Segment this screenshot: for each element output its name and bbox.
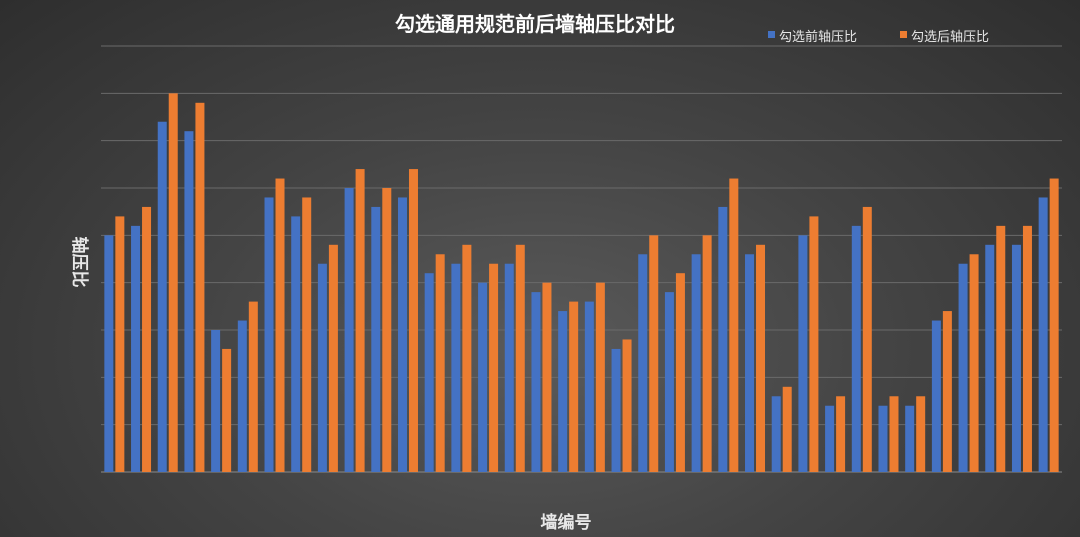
bar-before-1 — [104, 235, 114, 472]
bars — [104, 93, 1059, 473]
chart-title: 勾选通用规范前后墙轴压比对比 — [395, 12, 675, 36]
bar-before-8 — [291, 216, 301, 472]
bar-after-22 — [675, 273, 685, 472]
bar-before-21 — [638, 254, 648, 472]
bar-before-5 — [211, 330, 221, 472]
bar-before-12 — [397, 197, 407, 472]
bar-after-6 — [248, 301, 258, 472]
bar-after-18 — [569, 301, 579, 472]
bar-after-32 — [942, 311, 952, 472]
bar-after-23 — [702, 235, 712, 472]
bar-before-10 — [344, 188, 354, 472]
bar-after-27 — [809, 216, 819, 472]
bar-before-33 — [958, 263, 968, 472]
bar-after-30 — [889, 396, 899, 472]
bar-before-26 — [771, 396, 781, 472]
bar-before-18 — [558, 311, 568, 472]
bar-after-5 — [222, 348, 232, 472]
bar-before-36 — [1038, 197, 1048, 472]
bar-after-21 — [649, 235, 659, 472]
bar-before-9 — [317, 263, 327, 472]
bar-after-17 — [542, 282, 552, 472]
bar-before-4 — [184, 131, 194, 472]
bar-after-8 — [302, 197, 312, 472]
bar-before-30 — [878, 405, 888, 472]
bar-after-16 — [515, 244, 525, 472]
bar-before-35 — [1011, 244, 1021, 472]
bar-after-7 — [275, 178, 285, 473]
bar-before-11 — [371, 206, 381, 472]
bar-after-4 — [195, 102, 205, 473]
bar-before-2 — [131, 225, 141, 472]
bar-before-17 — [531, 292, 541, 472]
bar-after-9 — [328, 244, 338, 472]
bar-before-15 — [478, 282, 488, 472]
bar-after-29 — [862, 206, 872, 472]
bar-before-19 — [584, 301, 594, 472]
bar-after-33 — [969, 254, 979, 472]
bar-after-11 — [382, 188, 392, 472]
bar-after-14 — [462, 244, 472, 472]
bar-after-31 — [916, 396, 926, 472]
legend-swatch-after — [900, 31, 907, 38]
bar-before-7 — [264, 197, 274, 472]
bar-after-28 — [836, 396, 846, 472]
bar-after-13 — [435, 254, 445, 472]
bar-before-13 — [424, 273, 434, 472]
bar-after-1 — [115, 216, 125, 472]
bar-before-14 — [451, 263, 461, 472]
bar-before-16 — [504, 263, 514, 472]
bar-before-34 — [985, 244, 995, 472]
bar-after-19 — [595, 282, 605, 472]
bar-before-28 — [825, 405, 835, 472]
legend: 勾选前轴压比 勾选后轴压比 — [768, 29, 989, 45]
bar-before-3 — [157, 121, 167, 472]
bar-after-24 — [729, 178, 739, 473]
bar-before-25 — [745, 254, 755, 472]
bar-before-22 — [664, 292, 674, 472]
gridlines — [101, 45, 1062, 473]
bar-before-24 — [718, 206, 728, 472]
bar-after-35 — [1022, 225, 1032, 472]
y-axis-title: 轴压比 — [69, 237, 90, 288]
bar-after-25 — [756, 244, 766, 472]
bar-after-3 — [168, 93, 178, 472]
bar-before-27 — [798, 235, 808, 472]
bar-before-6 — [237, 320, 247, 472]
legend-label-before: 勾选前轴压比 — [779, 29, 857, 45]
bar-before-31 — [905, 405, 915, 472]
bar-after-12 — [408, 169, 418, 473]
legend-label-after: 勾选后轴压比 — [911, 30, 989, 45]
bar-before-23 — [691, 254, 701, 472]
bar-before-32 — [931, 320, 941, 472]
bar-after-34 — [996, 225, 1006, 472]
bar-before-29 — [851, 225, 861, 472]
bar-after-36 — [1049, 178, 1059, 473]
bar-after-15 — [489, 263, 499, 472]
bar-after-20 — [622, 339, 632, 472]
bar-after-10 — [355, 169, 365, 473]
bar-after-2 — [142, 206, 152, 472]
x-axis-title: 墙编号 — [541, 512, 592, 533]
legend-swatch-before — [768, 31, 775, 38]
bar-after-26 — [782, 386, 792, 472]
bar-before-20 — [611, 348, 621, 472]
